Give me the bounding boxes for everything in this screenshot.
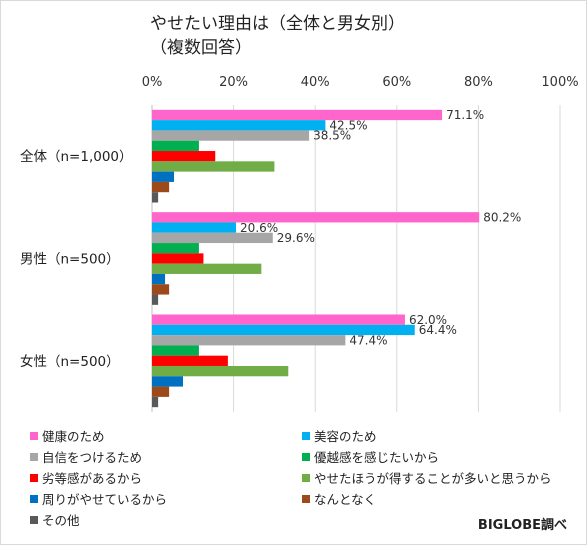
data-label: 29.6%: [277, 231, 315, 245]
bar: [152, 335, 346, 346]
x-tick-label: 80%: [464, 75, 493, 90]
bar: [152, 284, 170, 295]
legend-label: やせたほうが得することが多いと思うから: [314, 471, 552, 486]
legend-swatch: [30, 474, 38, 482]
data-label: 64.4%: [419, 323, 457, 337]
bar: [152, 120, 326, 131]
source-note: BIGLOBE調べ: [477, 518, 567, 533]
bar: [152, 355, 228, 366]
legend-label: 自信をつけるため: [42, 450, 143, 465]
data-label: 42.5%: [329, 118, 367, 132]
bar: [152, 253, 204, 264]
legend-label: その他: [42, 513, 80, 528]
bar: [152, 396, 159, 408]
bar: [152, 130, 310, 141]
bar: [152, 181, 170, 193]
x-tick-label: 100%: [541, 75, 578, 90]
bar: [152, 345, 199, 356]
x-tick-label: 60%: [382, 75, 411, 90]
legend-swatch: [30, 453, 38, 461]
bar: [152, 171, 175, 182]
x-tick-label: 40%: [301, 75, 330, 90]
bar: [152, 232, 273, 244]
legend-item: 周りがやせているから: [30, 491, 167, 509]
bar: [152, 212, 480, 223]
category-label: 全体（n=1,000）: [20, 148, 133, 165]
legend-item: 美容のため: [302, 428, 377, 446]
bar: [152, 376, 184, 387]
bar: [152, 294, 159, 305]
legend-swatch: [302, 474, 310, 482]
data-label: 62.0%: [409, 313, 447, 327]
legend-item: 健康のため: [30, 428, 105, 446]
legend-label: 美容のため: [314, 429, 377, 444]
bar: [152, 324, 415, 336]
category-label: 女性（n=500）: [20, 353, 120, 370]
legend-swatch: [302, 453, 310, 461]
legend-label: 優越感を感じたいから: [314, 450, 440, 465]
legend-label: 劣等感があるから: [42, 471, 143, 486]
legend-item: 自信をつけるため: [30, 449, 142, 467]
legend-swatch: [302, 432, 310, 440]
legend-item: その他: [30, 512, 80, 530]
chart-title: やせたい理由は（全体と男女別） （複数回答）: [150, 14, 405, 58]
bar: [152, 161, 275, 172]
legend-item: やせたほうが得することが多いと思うから: [302, 470, 552, 488]
x-tick-label: 0%: [142, 75, 163, 90]
legend-swatch: [302, 495, 310, 503]
legend-item: なんとなく: [302, 491, 376, 509]
bar: [152, 140, 199, 152]
bar: [152, 263, 262, 274]
legend-label: 周りがやせているから: [42, 492, 168, 507]
legend-label: 健康のため: [42, 429, 105, 444]
x-tick-label: 20%: [219, 75, 248, 90]
bar: [152, 243, 199, 254]
bar: [152, 386, 170, 397]
legend-item: 劣等感があるから: [30, 470, 142, 488]
bar: [152, 314, 405, 325]
bar: [152, 273, 166, 285]
data-label: 20.6%: [240, 221, 278, 235]
bar: [152, 151, 216, 162]
bar: [152, 365, 289, 377]
data-label: 71.1%: [446, 108, 484, 122]
legend-swatch: [30, 495, 38, 503]
data-label: 80.2%: [483, 210, 521, 224]
legend-swatch: [30, 432, 38, 440]
bar: [152, 192, 159, 203]
bar: [152, 222, 237, 233]
data-label: 47.4%: [349, 333, 387, 347]
legend-item: 優越感を感じたいから: [302, 449, 439, 467]
bar: [152, 109, 443, 121]
legend-label: なんとなく: [314, 492, 377, 507]
legend-swatch: [30, 516, 38, 524]
category-label: 男性（n=500）: [20, 252, 120, 268]
data-label: 38.5%: [313, 129, 351, 143]
